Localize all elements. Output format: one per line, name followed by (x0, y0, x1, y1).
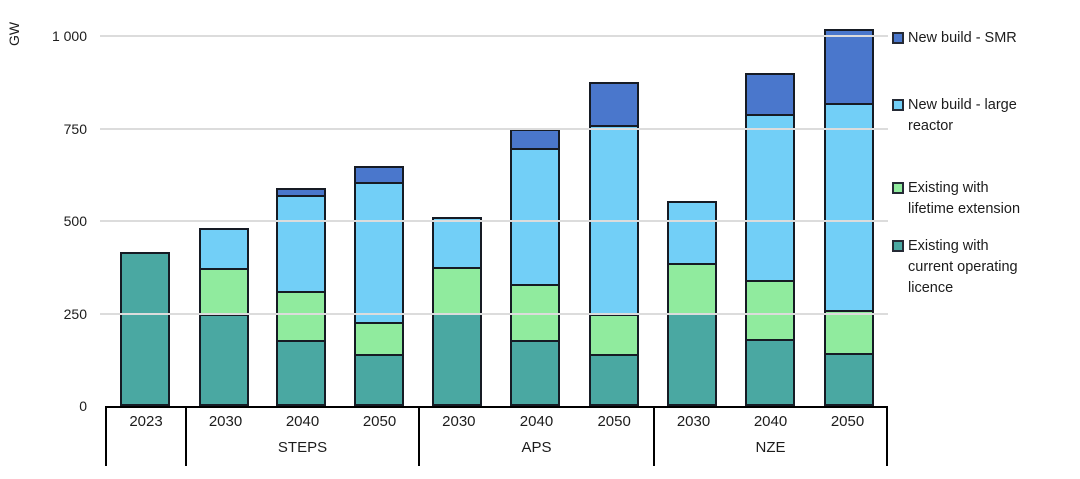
x-group-base: 2023 (105, 408, 185, 466)
segment-current (747, 339, 794, 405)
year-label: 2040 (753, 413, 788, 430)
bar-group-base (105, 36, 185, 406)
x-group-APS: 2030 2040 2050 APS (418, 408, 653, 466)
bar-APS-2040 (510, 128, 561, 406)
segment-current (200, 313, 247, 404)
bar-group-STEPS (185, 36, 418, 406)
bar-base-2023 (120, 252, 170, 406)
year-label: 2040 (285, 413, 320, 430)
year-label: 2050 (597, 413, 631, 430)
segment-smr (356, 167, 403, 182)
legend-swatch-smr (892, 32, 904, 44)
bar-group-APS (418, 36, 653, 406)
segment-current (669, 313, 716, 404)
bar-STEPS-2040 (276, 187, 327, 406)
x-group-NZE: 2030 2040 2050 NZE (653, 408, 888, 466)
x-axis: 2023 2030 2040 2050 STEPS 2030 2040 2050 APS 2030… (105, 406, 888, 466)
segment-current (122, 254, 168, 404)
segment-smr (747, 75, 794, 115)
segment-smr (278, 189, 325, 195)
legend-label: New build - SMR (908, 30, 1017, 46)
y-axis-tick-labels: 0 250 500 750 1 000 (0, 28, 97, 414)
bar-APS-2030 (432, 217, 483, 406)
y-tick-label: 750 (63, 120, 87, 137)
year-label: 2023 (129, 413, 163, 430)
legend-label: New build - large reactor (908, 97, 1017, 134)
segment-extension (278, 290, 325, 341)
bar-group-NZE (653, 28, 888, 406)
bar-STEPS-2030 (198, 228, 249, 406)
bar-NZE-2050 (823, 28, 874, 406)
legend: New build - SMR New build - large reactor… (892, 0, 1078, 479)
legend-label: Existing with lifetime extension (908, 180, 1021, 217)
y-tick-label: 0 (79, 398, 87, 414)
segment-current (512, 339, 559, 404)
segment-large (434, 219, 481, 268)
segment-large (747, 114, 794, 280)
segment-smr (825, 30, 872, 103)
year-label: 2050 (830, 413, 865, 430)
segment-extension (512, 284, 559, 340)
segment-large (825, 102, 872, 310)
legend-swatch-extension (892, 182, 904, 194)
gridline-500 (100, 220, 888, 222)
segment-extension (590, 313, 637, 354)
y-tick-label: 250 (63, 305, 87, 322)
bar-APS-2050 (588, 82, 639, 406)
y-tick-label: 500 (63, 213, 87, 229)
legend-item-current: Existing with current operating licence (892, 236, 1018, 299)
scenario-label: NZE (755, 439, 786, 456)
legend-swatch-current (892, 240, 904, 252)
legend-item-large: New build - large reactor (892, 95, 1017, 137)
plot-area (100, 28, 888, 406)
scenario-label: STEPS (277, 439, 328, 456)
legend-swatch-large (892, 99, 904, 111)
year-label-row: 2030 2040 2050 (420, 413, 653, 430)
segment-current (278, 340, 325, 404)
year-label: 2040 (519, 413, 554, 430)
segment-extension (434, 267, 481, 314)
segment-extension (747, 279, 794, 340)
segment-current (590, 353, 637, 404)
bar-NZE-2030 (667, 200, 718, 406)
year-label: 2030 (208, 413, 243, 430)
bar-NZE-2040 (745, 73, 796, 406)
segment-large (590, 125, 637, 314)
segment-current (434, 313, 481, 404)
bars-container (105, 28, 888, 406)
gridline-750 (100, 127, 888, 130)
segment-extension (669, 263, 716, 314)
year-label: 2030 (676, 413, 711, 430)
y-tick-label: 1 000 (51, 28, 87, 44)
x-group-STEPS: 2030 2040 2050 STEPS (185, 408, 418, 466)
gridline-1000 (100, 35, 888, 37)
bar-STEPS-2050 (354, 165, 405, 406)
segment-extension (200, 267, 247, 314)
gridline-250 (100, 312, 888, 315)
segment-large (669, 202, 716, 264)
legend-item-smr: New build - SMR (892, 28, 1017, 49)
segment-extension (356, 321, 403, 355)
segment-smr (590, 84, 637, 126)
legend-item-extension: Existing with lifetime extension (892, 178, 1020, 220)
segment-smr (512, 130, 559, 149)
segment-extension (825, 309, 872, 354)
segment-large (356, 181, 403, 322)
year-label-row: 2030 2040 2050 (187, 413, 418, 430)
year-label: 2050 (362, 413, 397, 430)
scenario-label: APS (521, 439, 552, 456)
segment-large (278, 195, 325, 291)
segment-large (200, 230, 247, 268)
legend-label: Existing with current operating licence (908, 238, 1018, 296)
segment-large (512, 148, 559, 285)
segment-current (825, 353, 872, 404)
year-label: 2030 (442, 413, 476, 430)
year-label-row: 2023 (107, 413, 185, 430)
segment-current (356, 354, 403, 404)
year-label-row: 2030 2040 2050 (655, 413, 886, 430)
